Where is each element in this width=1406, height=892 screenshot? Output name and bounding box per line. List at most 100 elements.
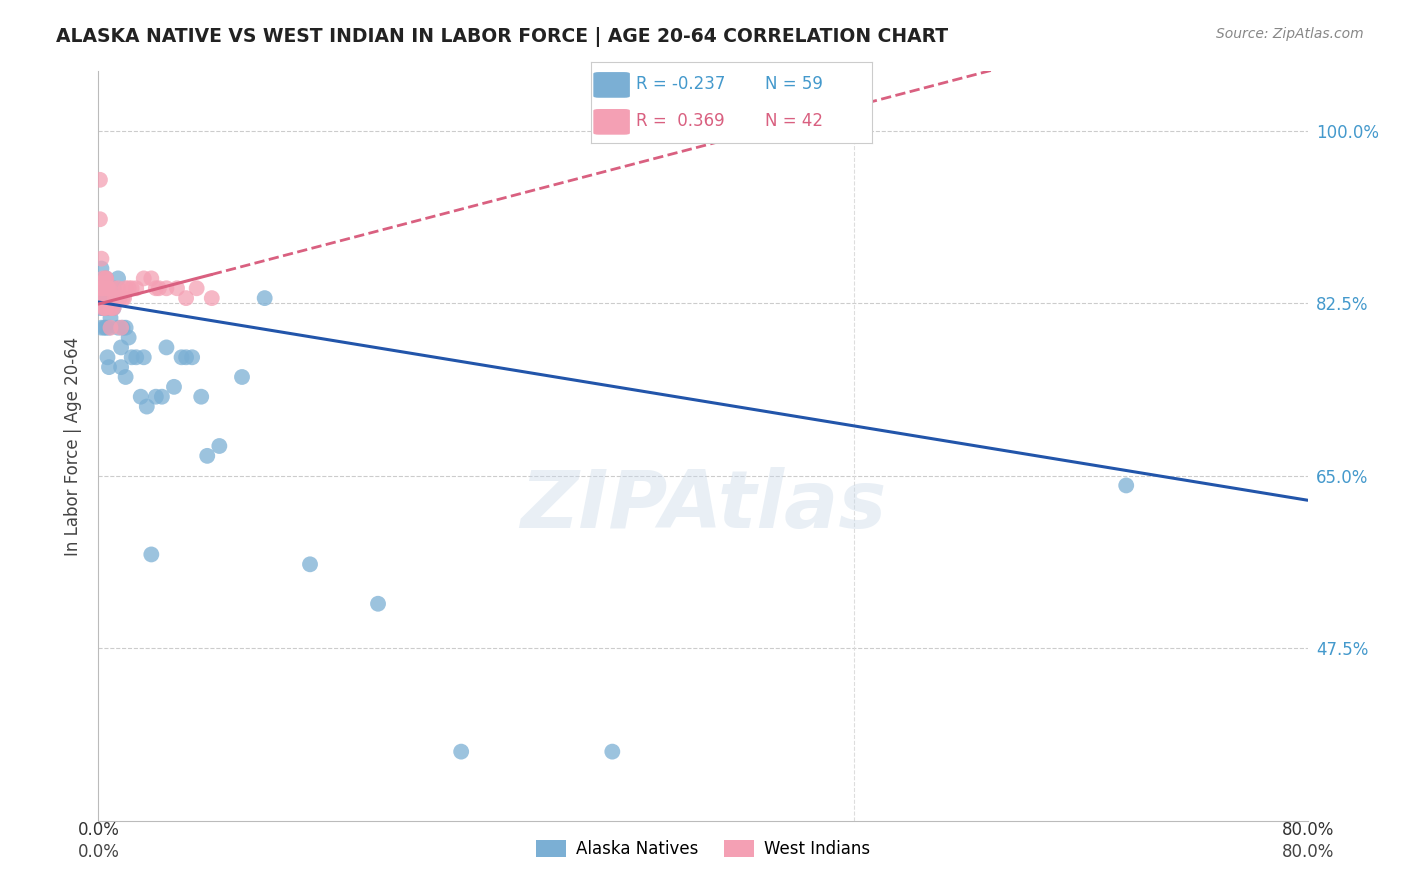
Point	[90, 281, 112, 295]
Point	[93, 281, 115, 295]
Point	[100, 310, 122, 325]
Point	[231, 370, 253, 384]
Point	[90, 252, 112, 266]
Point	[98, 360, 121, 375]
Point	[96, 351, 118, 365]
Point	[100, 320, 122, 334]
Point	[125, 351, 148, 365]
Point	[93, 291, 115, 305]
Point	[125, 281, 148, 295]
Text: 80.0%: 80.0%	[1281, 843, 1334, 861]
Text: ZIPAtlas: ZIPAtlas	[520, 467, 886, 545]
Text: 80.0%: 80.0%	[1281, 821, 1334, 838]
Text: 0.0%: 0.0%	[77, 821, 120, 838]
Point	[100, 291, 122, 305]
Point	[132, 271, 155, 285]
Point	[103, 301, 125, 315]
Point	[103, 281, 125, 295]
Point	[135, 400, 157, 414]
Point	[91, 271, 114, 285]
Point	[90, 281, 112, 295]
Text: N = 42: N = 42	[765, 112, 823, 130]
Point	[91, 291, 114, 305]
Point	[118, 330, 141, 344]
Point	[118, 281, 141, 295]
Point	[98, 320, 121, 334]
Point	[108, 291, 131, 305]
Point	[141, 271, 163, 285]
Point	[181, 351, 204, 365]
Point	[150, 390, 173, 404]
Point	[103, 281, 125, 295]
Point	[114, 281, 136, 295]
Point	[96, 281, 118, 295]
Point	[114, 320, 136, 334]
Point	[104, 291, 127, 305]
Point	[89, 212, 111, 227]
Point	[208, 439, 231, 453]
Point	[110, 340, 132, 354]
Text: 0.0%: 0.0%	[77, 843, 120, 861]
Point	[155, 281, 177, 295]
Point	[110, 320, 132, 334]
Point	[90, 261, 112, 276]
Point	[93, 281, 115, 295]
Point	[129, 390, 152, 404]
Point	[174, 351, 197, 365]
Point	[602, 745, 624, 759]
Point	[114, 370, 136, 384]
Point	[450, 745, 472, 759]
Point	[1115, 478, 1137, 492]
Point	[107, 271, 129, 285]
Point	[141, 548, 163, 562]
Point	[148, 281, 170, 295]
Point	[94, 291, 117, 305]
Point	[145, 390, 167, 404]
Point	[105, 291, 128, 305]
Point	[93, 301, 115, 315]
Point	[94, 301, 117, 315]
Point	[163, 380, 186, 394]
Point	[105, 291, 128, 305]
Point	[299, 558, 322, 572]
Text: R =  0.369: R = 0.369	[636, 112, 724, 130]
Point	[96, 301, 118, 315]
Point	[94, 291, 117, 305]
Point	[201, 291, 224, 305]
Point	[91, 301, 114, 315]
Point	[91, 291, 114, 305]
Point	[110, 360, 132, 375]
FancyBboxPatch shape	[593, 72, 630, 98]
Point	[90, 320, 112, 334]
Point	[121, 281, 143, 295]
Point	[111, 320, 134, 334]
Point	[96, 281, 118, 295]
Text: R = -0.237: R = -0.237	[636, 75, 725, 93]
Point	[94, 320, 117, 334]
Text: ALASKA NATIVE VS WEST INDIAN IN LABOR FORCE | AGE 20-64 CORRELATION CHART: ALASKA NATIVE VS WEST INDIAN IN LABOR FO…	[56, 27, 949, 46]
Point	[253, 291, 276, 305]
Point	[100, 301, 122, 315]
Text: N = 59: N = 59	[765, 75, 823, 93]
Point	[101, 301, 124, 315]
Point	[91, 301, 114, 315]
Y-axis label: In Labor Force | Age 20-64: In Labor Force | Age 20-64	[65, 336, 83, 556]
Point	[145, 281, 167, 295]
Point	[367, 597, 389, 611]
FancyBboxPatch shape	[593, 109, 630, 135]
Point	[186, 281, 208, 295]
Point	[170, 351, 193, 365]
Point	[91, 301, 114, 315]
Point	[93, 320, 115, 334]
Point	[166, 281, 188, 295]
Point	[91, 281, 114, 295]
Point	[174, 291, 197, 305]
Point	[94, 291, 117, 305]
Point	[89, 301, 111, 315]
Point	[89, 281, 111, 295]
Point	[111, 291, 134, 305]
Point	[90, 281, 112, 295]
Point	[190, 390, 212, 404]
Point	[107, 281, 129, 295]
Point	[107, 320, 129, 334]
